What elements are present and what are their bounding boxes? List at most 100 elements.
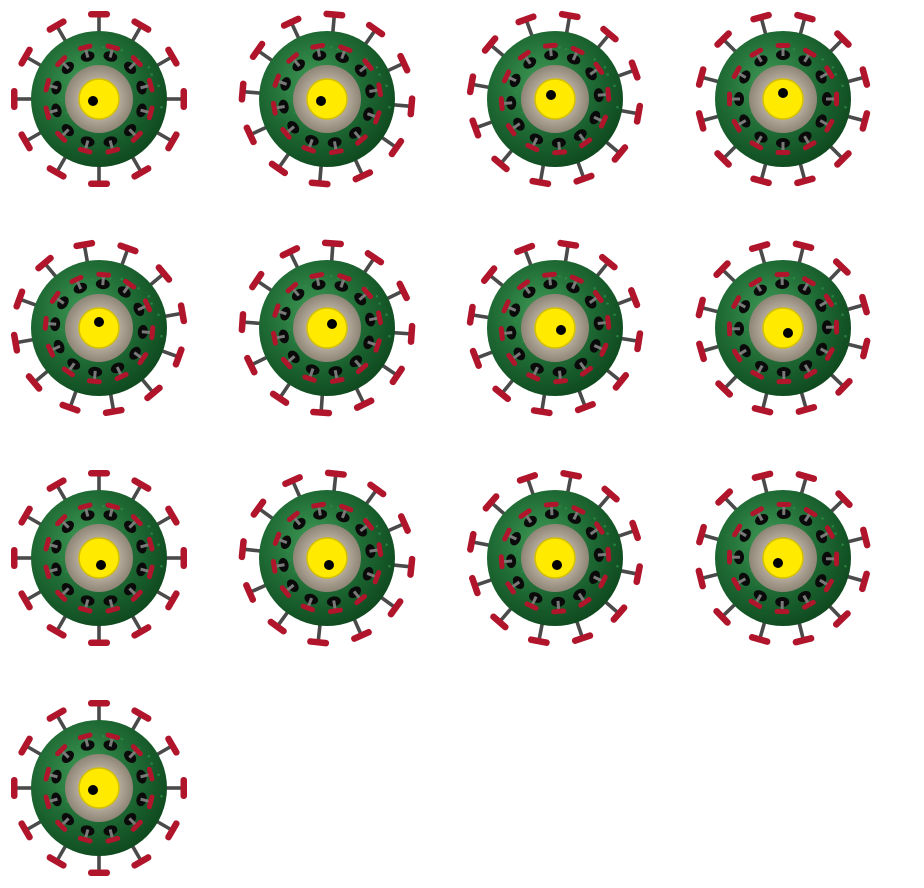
pore-cap: [542, 42, 558, 49]
pore: [566, 274, 584, 294]
speckle: [606, 73, 609, 76]
pore-stem: [108, 507, 114, 517]
speckle: [293, 340, 296, 343]
pore-stem: [285, 583, 295, 592]
spike: [88, 612, 110, 646]
pore-cap: [749, 47, 764, 58]
pore: [506, 347, 526, 366]
pore-stem: [141, 330, 151, 335]
spike-cap: [18, 735, 33, 756]
pore: [124, 514, 143, 533]
pore-cap: [105, 146, 121, 155]
pore-stem: [61, 817, 70, 826]
pore-cap: [130, 819, 143, 832]
spike: [88, 700, 110, 734]
spike-cap: [131, 624, 152, 639]
speckle: [293, 570, 296, 573]
pore: [524, 592, 543, 611]
pore-stem: [548, 47, 553, 57]
spike-cap: [46, 18, 67, 33]
speckle: [841, 313, 844, 317]
virus-frame-9: [11, 470, 187, 646]
pore-cap: [105, 502, 121, 511]
pore-stem: [84, 140, 90, 150]
speckle: [744, 86, 748, 89]
spike-cap: [396, 280, 410, 302]
pore-stem: [277, 309, 287, 316]
pore-stem: [737, 529, 747, 538]
pore-cap: [726, 321, 733, 337]
pore-cap: [373, 110, 382, 125]
pore-stem: [503, 331, 513, 335]
pore-stem: [316, 47, 322, 57]
pore-stem: [826, 97, 835, 101]
speckle: [821, 287, 824, 290]
pore: [798, 47, 817, 67]
spike-cap: [25, 373, 43, 392]
pore-ring: [42, 271, 156, 385]
pore: [775, 43, 791, 60]
pore: [136, 103, 155, 121]
speckle: [844, 105, 847, 109]
pore-cap: [61, 366, 75, 378]
spike-cap: [466, 73, 477, 96]
pore: [775, 138, 791, 155]
spike-cap: [388, 137, 405, 158]
pore-cap: [146, 536, 155, 552]
spike-cap: [574, 401, 596, 414]
virus-frame-8: [695, 240, 871, 416]
pore-cap: [775, 150, 791, 155]
pore: [501, 299, 521, 317]
pore-stem: [140, 773, 150, 779]
pore-cap: [598, 574, 608, 589]
pore: [280, 350, 300, 370]
pore-cap: [130, 589, 143, 602]
pore-stem: [781, 142, 785, 151]
pore: [124, 744, 143, 763]
pore-cap: [605, 314, 612, 330]
pore-cap: [803, 368, 818, 379]
speckle: [753, 523, 756, 526]
speckle: [330, 504, 333, 508]
pore: [124, 583, 143, 602]
speckle: [336, 506, 340, 510]
spike: [88, 470, 110, 504]
pore: [45, 339, 65, 358]
pore-cap: [605, 546, 612, 562]
pore-stem: [339, 278, 346, 288]
speckle: [744, 545, 748, 548]
spike-cap: [795, 404, 818, 415]
virus-frame-3: [466, 10, 644, 188]
pore: [103, 595, 121, 614]
pore: [301, 135, 319, 154]
pore-cap: [327, 607, 343, 615]
spike-cap: [238, 80, 247, 103]
pore-cap: [86, 378, 102, 385]
spike-cap: [558, 10, 581, 21]
speckle: [514, 549, 517, 553]
pore-cap: [605, 86, 612, 102]
spike-cap: [11, 777, 18, 799]
pore-cap: [105, 605, 121, 614]
spike-ring: [11, 11, 187, 187]
speckle: [616, 105, 619, 109]
speckle: [378, 73, 381, 76]
pore: [272, 531, 292, 550]
pore: [365, 310, 383, 327]
pore-cap: [774, 271, 790, 278]
speckle: [378, 532, 381, 535]
pore: [327, 137, 344, 156]
speckle: [775, 508, 778, 511]
pore: [286, 510, 306, 530]
spike-cap: [243, 124, 257, 146]
pore-stem: [589, 67, 599, 76]
pore: [103, 825, 121, 844]
pore: [133, 298, 153, 317]
pore-cap: [329, 377, 345, 384]
pore: [776, 501, 792, 520]
spike-cap: [696, 523, 707, 546]
spike-cap: [180, 547, 187, 569]
speckle: [744, 328, 748, 331]
speckle: [521, 340, 524, 343]
